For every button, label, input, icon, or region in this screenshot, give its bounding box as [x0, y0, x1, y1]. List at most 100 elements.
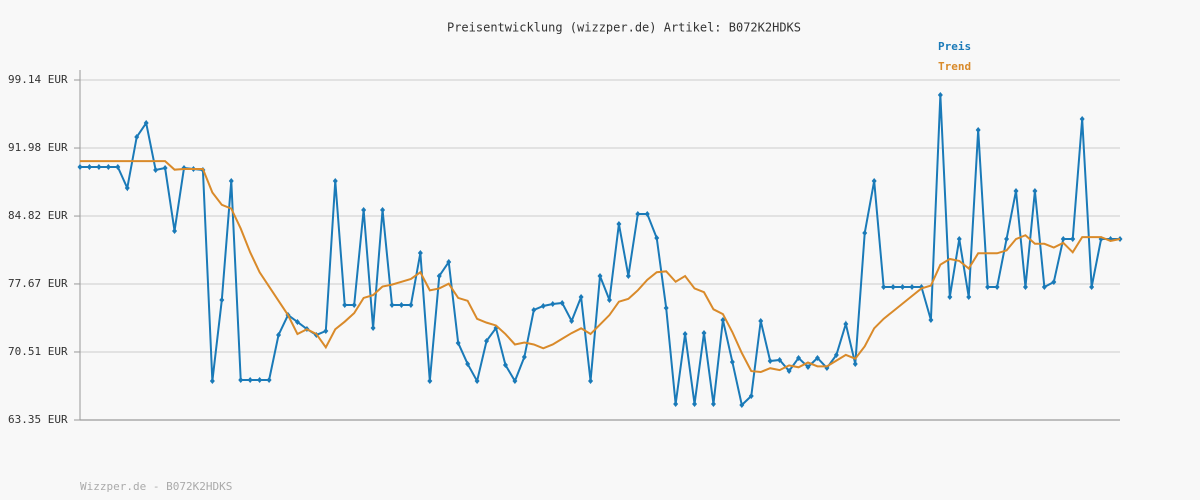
data-point	[663, 304, 669, 311]
legend-label: Preis	[938, 40, 971, 53]
data-point	[833, 352, 839, 359]
data-point	[521, 354, 527, 361]
data-point	[786, 367, 792, 374]
data-point	[956, 236, 962, 243]
data-point	[86, 164, 92, 171]
data-point	[238, 377, 244, 384]
data-point	[531, 306, 537, 313]
data-point	[1041, 284, 1047, 291]
data-point	[588, 378, 594, 385]
data-point	[294, 318, 300, 325]
data-point	[748, 392, 754, 399]
data-point	[900, 284, 906, 291]
data-point	[370, 325, 376, 332]
data-point	[569, 318, 575, 325]
data-point	[550, 301, 556, 308]
data-point	[540, 303, 546, 310]
legend-label: Trend	[938, 60, 971, 73]
data-point	[928, 316, 934, 323]
data-point	[729, 358, 735, 365]
data-point	[417, 249, 423, 256]
data-point	[228, 177, 234, 184]
data-point	[1022, 284, 1028, 291]
data-point	[852, 360, 858, 367]
data-point	[124, 185, 130, 192]
data-point	[455, 339, 461, 346]
data-point	[474, 378, 480, 385]
data-point	[985, 284, 991, 291]
data-point	[323, 327, 329, 334]
data-point	[105, 164, 111, 171]
data-point	[616, 221, 622, 228]
data-point	[578, 293, 584, 300]
data-point	[172, 227, 178, 234]
data-point	[966, 293, 972, 300]
data-point	[975, 126, 981, 133]
data-point	[1051, 278, 1057, 285]
data-point	[398, 301, 404, 308]
data-point	[871, 177, 877, 184]
data-point	[153, 166, 159, 173]
data-point	[247, 377, 253, 384]
data-point	[710, 401, 716, 408]
data-point	[805, 363, 811, 370]
data-point	[947, 293, 953, 300]
data-point	[1079, 116, 1085, 123]
data-point	[767, 358, 773, 365]
data-point	[1089, 284, 1095, 291]
data-point	[1004, 236, 1010, 243]
data-point	[380, 206, 386, 213]
data-point	[890, 284, 896, 291]
data-point	[408, 301, 414, 308]
data-point	[692, 401, 698, 408]
data-point	[994, 284, 1000, 291]
data-point	[597, 272, 603, 279]
data-point	[361, 206, 367, 213]
data-point	[909, 284, 915, 291]
y-tick-label: 84.82 EUR	[8, 209, 68, 222]
series-line	[80, 160, 1121, 374]
data-point	[881, 284, 887, 291]
data-point	[796, 354, 802, 361]
data-point	[351, 301, 357, 308]
data-point	[1070, 236, 1076, 243]
data-point	[606, 297, 612, 304]
data-point	[644, 211, 650, 218]
data-point	[1032, 187, 1038, 194]
data-point	[758, 318, 764, 325]
y-tick-label: 70.51 EUR	[8, 345, 68, 358]
data-point	[134, 133, 140, 140]
data-point	[446, 259, 452, 266]
y-tick-label: 99.14 EUR	[8, 73, 68, 86]
data-point	[559, 299, 565, 306]
data-point	[843, 320, 849, 327]
data-point	[682, 331, 688, 338]
data-point	[1013, 187, 1019, 194]
data-point	[465, 360, 471, 367]
data-point	[209, 378, 215, 385]
data-point	[115, 164, 121, 171]
data-point	[625, 272, 631, 279]
data-point	[276, 331, 282, 338]
data-point	[777, 356, 783, 363]
data-point	[266, 377, 272, 384]
data-point	[673, 401, 679, 408]
data-point	[701, 329, 707, 336]
data-point	[342, 301, 348, 308]
data-point	[143, 120, 149, 127]
data-point	[512, 378, 518, 385]
data-point	[862, 229, 868, 236]
data-point	[257, 377, 263, 384]
data-point	[739, 401, 745, 408]
data-point	[484, 337, 490, 344]
footer: Wizzper.de - B072K2HDKS	[80, 480, 232, 493]
data-point	[427, 378, 433, 385]
data-point	[436, 272, 442, 279]
chart-title: Preisentwicklung (wizzper.de) Artikel: B…	[447, 21, 801, 35]
data-point	[654, 234, 660, 241]
data-point	[389, 301, 395, 308]
y-tick-label: 77.67 EUR	[8, 277, 68, 290]
data-point	[937, 92, 943, 99]
